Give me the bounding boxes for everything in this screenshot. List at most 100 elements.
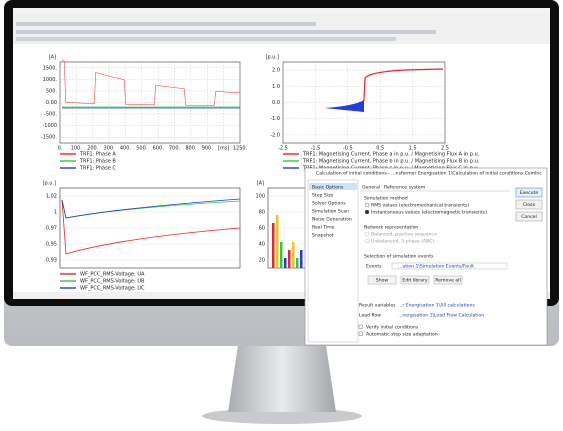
checkbox[interactable]: [358, 331, 363, 336]
button-label: Execute: [520, 190, 539, 196]
y-tick-label: -1000: [42, 123, 57, 129]
plot-unit: [A]: [257, 181, 264, 187]
nav-item[interactable]: Step Size: [312, 193, 334, 199]
y-tick-label: 1500.: [43, 65, 58, 71]
y-tick-label: -500.: [44, 112, 57, 118]
bar: [280, 242, 283, 268]
x-tick-label: 800.: [185, 146, 197, 152]
button-label: Cancel: [521, 214, 537, 220]
button[interactable]: [400, 275, 430, 285]
window-titlebar: [13, 8, 550, 14]
radio[interactable]: [364, 202, 370, 208]
x-tick-label: [ms]: [218, 146, 229, 152]
y-tick-label: 0,93: [46, 258, 57, 264]
status-bar: [13, 292, 550, 299]
y-tick-label: 1,02: [46, 194, 57, 200]
radio-label: Instantaneous values (electromagnetic tr…: [371, 210, 487, 216]
x-tick-label: 1250.: [233, 146, 248, 152]
y-tick-label: 80: [259, 210, 265, 216]
x-tick-label: 0.5: [376, 146, 384, 152]
x-tick-label: 300.: [104, 146, 116, 152]
x-tick-label: 900.: [202, 146, 214, 152]
bar: [300, 250, 303, 268]
y-tick-label: 40: [259, 242, 265, 248]
y-tick-label: 1: [54, 210, 57, 216]
y-tick-label: 60: [259, 226, 265, 232]
trace: [61, 59, 240, 106]
button[interactable]: [515, 211, 543, 222]
y-tick-label: 500.: [46, 88, 58, 94]
tab[interactable]: General: [362, 185, 380, 191]
bar: [296, 258, 299, 268]
y-tick-label: 1.0: [272, 84, 280, 90]
y-tick-label: 0,97: [46, 226, 57, 232]
x-tick-label: 1.5: [409, 146, 417, 152]
legend-label: WF_PCC_RMS-Voltage: UC: [80, 286, 145, 292]
trace: [61, 199, 241, 255]
nav-item[interactable]: Simulation Scan: [312, 209, 349, 215]
group-label: Selection of simulation events: [364, 254, 434, 260]
bar: [272, 223, 275, 268]
field-value[interactable]: ...ation 1\Simulation Events/Fault: [398, 264, 474, 270]
y-tick-label: 2.0: [272, 68, 280, 74]
checkbox-label: Automatic step size adaptation: [366, 332, 438, 338]
group-label: Network representation: [364, 225, 418, 231]
button-label: Edit library: [402, 278, 427, 284]
legend-label: WF_PCC_RMS-Voltage: UB: [80, 279, 145, 285]
x-tick-label: 2.5: [441, 146, 449, 152]
field-value[interactable]: ...nergisation 1\Load Flow Calculation: [398, 313, 484, 319]
radio-label: Balanced, positive sequence: [371, 232, 437, 238]
bar: [292, 242, 295, 268]
trace: [324, 100, 364, 112]
nav-panel: [307, 179, 359, 343]
checkbox[interactable]: [358, 324, 363, 329]
legend-label: TRF1: Phase C: [79, 166, 116, 172]
legend-label: TRF1: Magnetising Current, Phase b in p.…: [302, 159, 480, 165]
nav-item[interactable]: Basic Options: [312, 185, 344, 191]
tab[interactable]: Reference system: [384, 185, 426, 191]
field-label: Events: [366, 264, 382, 270]
dialog-title: Calculation of initial conditions - ...n…: [316, 171, 542, 177]
y-tick-label: -1500.: [41, 135, 58, 141]
x-tick-label: 700.: [169, 146, 181, 152]
legend-label: TRF1: Magnetising Current, Phase a in p.…: [302, 152, 480, 158]
x-tick-label: -1.5: [311, 146, 321, 152]
legend-label: WF_PCC_RMS-Voltage: UA: [80, 272, 145, 278]
x-tick-label: -0.5: [343, 146, 353, 152]
stand-neck: [228, 345, 336, 412]
bar: [284, 258, 287, 268]
group-label: Simulation method: [364, 196, 408, 202]
nav-selected: [309, 183, 357, 190]
button[interactable]: [515, 187, 543, 198]
y-tick-label: 0.00: [46, 100, 57, 106]
button-label: Close: [523, 202, 536, 208]
x-tick-label: 0.: [58, 146, 63, 152]
radio-label: Unbalanced, 3-phase (ABC): [371, 239, 434, 245]
nav-item[interactable]: Solver Options: [312, 201, 346, 207]
button-label: Remove all: [435, 278, 460, 284]
legend-label: TRF1: Phase B: [79, 159, 116, 165]
button[interactable]: [515, 199, 543, 210]
button[interactable]: [367, 275, 397, 285]
nav-item[interactable]: Real Time: [312, 225, 335, 231]
nav-item[interactable]: Noise Generation: [312, 217, 352, 223]
button[interactable]: [433, 275, 463, 285]
x-tick-label: 100.: [71, 146, 83, 152]
radio[interactable]: [364, 238, 370, 244]
radio-label: RMS values (electromechanical transients…: [371, 203, 469, 209]
field-value[interactable]: ...r Energisation 1\All calculations: [398, 303, 475, 309]
toolbars: [13, 14, 550, 44]
field-label: Load flow: [359, 313, 381, 319]
plot-unit: [p.u.]: [43, 181, 56, 187]
radio[interactable]: [364, 209, 370, 215]
nav-item[interactable]: Snapshot: [312, 233, 334, 239]
radio[interactable]: [364, 231, 370, 237]
toolbar-icons: [16, 22, 436, 41]
x-tick-label: 400.: [120, 146, 132, 152]
checkbox-label: Verify initial conditions: [366, 325, 419, 331]
x-tick-label: 500.: [136, 146, 148, 152]
plot-unit: [p.u.]: [266, 55, 279, 61]
button-label: Show: [376, 278, 389, 284]
